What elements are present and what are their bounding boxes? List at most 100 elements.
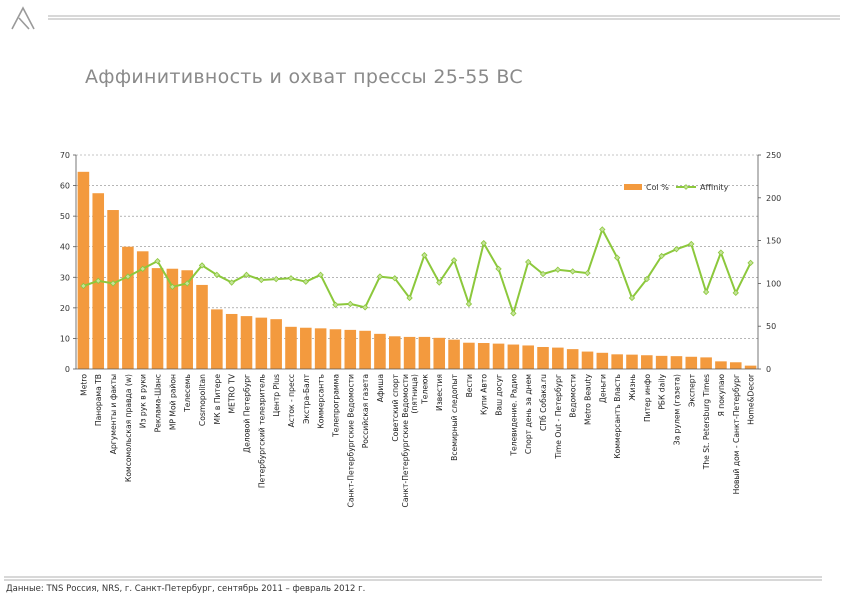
bar-series	[77, 171, 757, 369]
legend-bar-swatch	[624, 184, 642, 190]
y-left-tick-label: 20	[60, 304, 70, 313]
y-left-tick-label: 50	[60, 212, 70, 221]
bar	[211, 309, 223, 369]
x-tick-label: РБК daily	[658, 373, 667, 409]
affinity-marker	[347, 300, 354, 308]
y-left-tick-label: 40	[60, 243, 70, 252]
x-tick-label: Асток - пресс	[287, 374, 296, 427]
affinity-marker	[287, 275, 295, 282]
affinity-marker	[124, 273, 132, 280]
affinity-marker	[643, 275, 650, 283]
x-tick-label: Телесемь	[183, 373, 192, 412]
bar	[596, 352, 609, 369]
affinity-marker	[154, 257, 161, 265]
x-tick-label: Известия	[435, 374, 444, 411]
bar	[581, 351, 594, 369]
bar	[700, 357, 712, 369]
y-right-tick-label: 50	[766, 322, 776, 331]
x-tick-label: Телепрограмма	[331, 374, 340, 438]
x-tick-label: Петербургский телезритель	[257, 373, 266, 488]
bar	[641, 355, 653, 369]
affinity-marker	[525, 258, 532, 266]
affinity-marker	[139, 265, 146, 273]
x-tick-label: За рулем (газета)	[672, 374, 681, 445]
affinity-marker	[569, 268, 576, 275]
bar	[136, 251, 149, 369]
bar	[196, 284, 208, 369]
grid	[76, 154, 758, 339]
x-tick-label: Деловой Петербург	[243, 374, 252, 453]
x-tick-label: Панорама ТВ	[94, 374, 103, 426]
bar	[463, 342, 475, 369]
bar	[77, 171, 90, 369]
affinity-marker	[465, 300, 473, 308]
x-tick-label: СПб Собака.ru	[539, 374, 548, 431]
x-tick-label: METRO TV	[228, 373, 237, 413]
x-tick-label: Телевидение. Радио	[509, 374, 518, 457]
x-tick-label: Новый дом - Санкт-Петербург	[732, 374, 741, 494]
bar	[314, 328, 327, 369]
header-rule	[48, 15, 840, 20]
affinity-marker	[480, 240, 487, 247]
x-tick-label: Афиша	[376, 374, 385, 402]
affinity-marker	[450, 257, 458, 264]
y-right-tick-label: 100	[766, 279, 781, 288]
bar	[418, 336, 431, 369]
affinity-marker	[243, 271, 250, 279]
bar	[685, 356, 698, 369]
bar	[552, 347, 564, 369]
source-note: Данные: TNS Россия, NRS, г. Санкт-Петерб…	[6, 584, 366, 594]
bar	[285, 326, 297, 369]
x-tick-label: Российская газета	[361, 374, 370, 448]
affinity-marker	[421, 251, 428, 259]
bar	[166, 268, 179, 369]
bar	[151, 268, 164, 369]
affinity-marker	[258, 276, 265, 284]
bar	[122, 246, 134, 369]
x-tick-label: The St. Petersburg Times	[702, 374, 711, 470]
x-tick-label: Эксперт	[687, 373, 696, 407]
x-tick-label: Metro Beauty	[584, 374, 593, 426]
affinity-marker	[599, 226, 606, 233]
affinity-marker	[184, 280, 191, 287]
footer-rule	[4, 576, 822, 581]
legend-line-marker	[683, 184, 689, 190]
legend: Col % Affinity	[624, 183, 729, 192]
bar	[611, 354, 623, 369]
affinity-marker	[332, 301, 339, 308]
bar	[448, 339, 460, 369]
bar	[626, 354, 638, 369]
x-tick-label: Санкт-Петербургские Ведомости	[401, 374, 410, 507]
affinity-marker	[747, 259, 754, 267]
x-tick-label: Metro	[79, 374, 88, 396]
affinity-marker	[658, 252, 665, 260]
x-tick-label: Cosmopolitan	[198, 374, 207, 426]
affinity-marker	[376, 273, 384, 280]
bar	[388, 336, 401, 369]
y-right-tick-label: 200	[766, 194, 781, 203]
affinity-marker	[302, 278, 309, 285]
affinity-marker	[169, 283, 176, 290]
x-tick-label: Телеюк	[420, 374, 429, 405]
affinity-marker	[198, 262, 206, 269]
y-right-tick-label: 0	[766, 365, 771, 374]
bar	[270, 319, 282, 369]
affinity-series	[80, 226, 754, 317]
x-tick-label: Из рук в руки	[139, 374, 148, 428]
affinity-line	[83, 228, 752, 315]
x-tick-label: Вести	[465, 374, 474, 397]
y-right-tick-label: 250	[766, 151, 781, 160]
axes: 0 10 20 30 40 50 60 70 0 50 100 150 200 250 Metro Панор…	[60, 151, 781, 507]
bar	[655, 355, 668, 369]
affinity-marker	[436, 279, 443, 286]
affinity-marker	[613, 254, 621, 261]
affinity-marker	[628, 294, 636, 302]
affinity-marker	[272, 275, 280, 283]
x-tick-label: Ведомости	[569, 374, 578, 418]
chart: 0 10 20 30 40 50 60 70 0 50 100 150 200 250 Metro Панор…	[60, 151, 781, 507]
x-tick-label: Санкт-Петербургские Ведомости	[346, 374, 355, 507]
bar	[729, 362, 742, 369]
legend-line-label: Affinity	[700, 183, 729, 192]
bar	[181, 270, 193, 369]
x-tick-label: Жизнь	[628, 373, 637, 400]
